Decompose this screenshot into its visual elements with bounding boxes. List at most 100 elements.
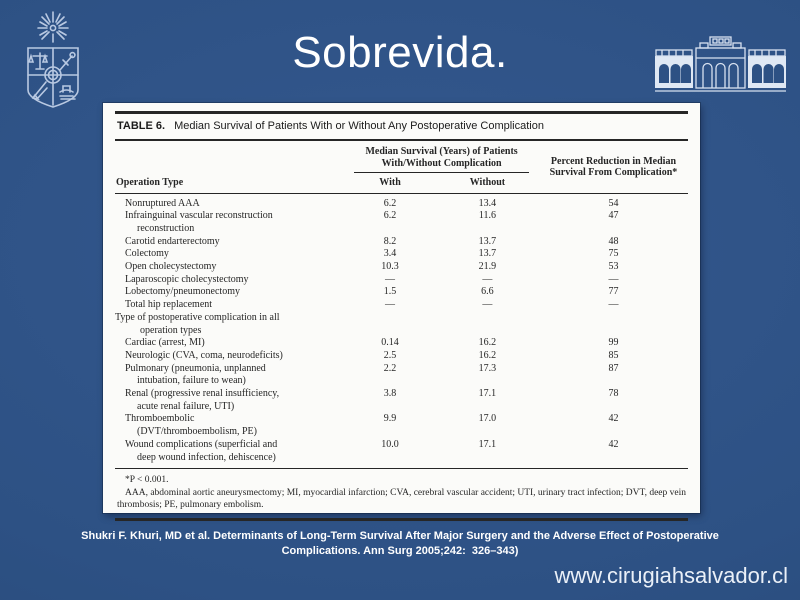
without-value: 21.9 [478,261,497,273]
with-value: — [385,299,396,311]
table-figure: TABLE 6. Median Survival of Patients With… [103,103,700,522]
operation-label: Total hip replacement [115,299,344,312]
with-value: 0.14 [381,337,399,349]
operation-label-line1: Wound complications (superficial and [125,438,278,450]
without-value: 17.1 [478,388,497,400]
operation-label-line2: (DVT/thromboembolism, PE) [137,426,257,438]
without-value: 17.1 [478,438,497,450]
table-row: Carotid endarterectomy 8.2 13.7 48 [115,236,688,249]
column-header-without: Without [469,177,506,188]
table-row: Lobectomy/pneumonectomy 1.5 6.6 77 [115,286,688,299]
table-row: Total hip replacement — — — [115,299,688,312]
percent-value: 77 [608,286,619,298]
table-row: Renal (progressive renal insufficiency, … [115,388,688,413]
table-row: Laparoscopic cholecystectomy — — — [115,274,688,287]
percent-value: 48 [608,235,619,247]
operation-label-line1: Thromboembolic [125,413,195,425]
table-row: Colectomy 3.4 13.7 75 [115,248,688,261]
table-body: Nonruptured AAA 6.2 13.4 54 Infrainguina… [115,194,688,469]
table-row: Cardiac (arrest, MI) 0.14 16.2 99 [115,337,688,350]
without-value: 13.7 [478,248,497,260]
table-caption: TABLE 6. Median Survival of Patients With… [115,111,688,141]
percent-value: 42 [608,438,619,450]
with-value: 3.8 [383,388,397,400]
percent-value: 99 [608,337,619,349]
operation-label-line2: intubation, failure to wean) [137,375,246,387]
with-value: 1.5 [383,286,397,298]
percent-value: 53 [608,261,619,273]
with-value: 6.2 [383,210,397,222]
operation-label-line2: reconstruction [137,222,195,234]
without-value: — [482,273,493,285]
table-label: TABLE 6. [117,120,166,132]
without-value: 17.0 [478,413,497,425]
operation-label: Cardiac (arrest, MI) [115,337,344,350]
operation-label: Carotid endarterectomy [115,236,344,249]
without-value: 13.7 [478,235,497,247]
with-value: — [385,273,396,285]
table-header: Operation Type Median Survival (Years) o… [115,141,688,194]
without-value: 16.2 [478,337,497,349]
slide-title: Sobrevida. [292,28,508,77]
table-row: Thromboembolic (DVT/thromboembolism, PE)… [115,413,688,438]
operation-label: Nonruptured AAA [115,198,344,211]
without-value [436,312,539,337]
without-value: 16.2 [478,349,497,361]
column-header-operation-type: Operation Type [116,177,184,188]
percent-value: 42 [608,413,619,425]
with-value: 8.2 [383,235,397,247]
table-row: Wound complications (superficial and dee… [115,439,688,464]
table-row: Nonruptured AAA 6.2 13.4 54 [115,198,688,211]
website-url: www.cirugiahsalvador.cl [554,563,788,588]
without-value: 11.6 [478,210,496,222]
footnote-significance: *P < 0.001. [125,475,169,486]
operation-label-line1: Total hip replacement [125,299,213,311]
percent-value: 54 [608,197,619,209]
percent-value: 78 [608,388,619,400]
operation-label: Type of postoperative complication in al… [115,312,344,337]
with-value: 10.0 [381,438,399,450]
with-value [344,312,436,337]
operation-label: Laparoscopic cholecystectomy [115,274,344,287]
percent-value: — [608,299,619,311]
without-value: 13.4 [478,197,497,209]
operation-label-line1: Neurologic (CVA, coma, neurodeficits) [125,349,283,361]
table-row: Type of postoperative complication in al… [115,312,688,337]
table-row: Pulmonary (pneumonia, unplanned intubati… [115,363,688,388]
column-group-header-median-survival: Median Survival (Years) of Patients With… [354,146,529,173]
table-footnotes: *P < 0.001. AAA, abdominal aortic aneury… [115,468,688,522]
citation: Shukri F. Khuri, MD et al. Determinants … [50,529,750,559]
without-value: — [482,299,493,311]
operation-label-line1: Nonruptured AAA [125,197,200,209]
operation-label: Thromboembolic (DVT/thromboembolism, PE) [115,413,344,438]
operation-label-line1: Laparoscopic cholecystectomy [125,273,249,285]
with-value: 2.2 [383,362,397,374]
with-value: 2.5 [383,349,397,361]
with-value: 9.9 [383,413,397,425]
operation-label-line1: Colectomy [125,248,169,260]
column-header-with: With [379,177,401,188]
percent-value: — [608,273,619,285]
operation-label-line2: deep wound infection, dehiscence) [137,451,276,463]
operation-label-line1: Open cholecystectomy [125,261,217,273]
without-value: 6.6 [481,286,494,298]
operation-label: Lobectomy/pneumonectomy [115,286,344,299]
operation-label: Open cholecystectomy [115,261,344,274]
with-value: 6.2 [383,197,397,209]
with-value: 10.3 [381,261,399,273]
table-row: Neurologic (CVA, coma, neurodeficits) 2.… [115,350,688,363]
operation-label-line1: Cardiac (arrest, MI) [125,337,205,349]
operation-label-line2: acute renal failure, UTI) [137,400,235,412]
percent-value: 87 [608,362,619,374]
operation-label-line1: Lobectomy/pneumonectomy [125,286,240,298]
operation-label-line1: Renal (progressive renal insufficiency, [125,388,280,400]
percent-value: 47 [608,210,619,222]
footnote-abbreviations: AAA, abdominal aortic aneurysmectomy; MI… [117,488,687,511]
citation-line-2: Complications. Ann Surg 2005;242: 326–34… [281,545,519,557]
citation-line-1: Shukri F. Khuri, MD et al. Determinants … [81,530,719,542]
hospital-building-icon [655,36,786,92]
table-caption-text: Median Survival of Patients With or With… [174,120,544,132]
operation-label-line1: Infrainguinal vascular reconstruction [125,210,273,222]
table-row: Infrainguinal vascular reconstruction re… [115,210,688,235]
